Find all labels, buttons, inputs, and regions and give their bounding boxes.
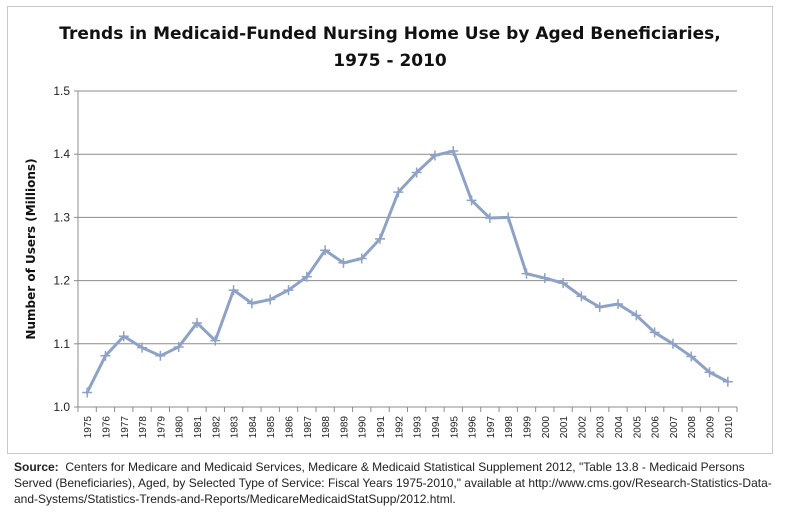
chart-frame — [7, 6, 773, 454]
x-tick-label: 2007 — [669, 416, 680, 439]
data-point-marker — [448, 146, 459, 157]
y-tick-label: 1.2 — [53, 274, 70, 288]
x-tick-label: 1994 — [431, 416, 442, 439]
source-text: Centers for Medicare and Medicaid Servic… — [14, 460, 772, 506]
data-point-marker — [466, 195, 477, 206]
data-point-marker — [429, 150, 440, 161]
data-point-marker — [191, 317, 202, 328]
data-point-marker — [210, 335, 221, 346]
data-markers — [82, 146, 733, 398]
x-tick-labels: 1975 1976 1977 1978 1979 1980 1981 1982 1983 1984… — [83, 416, 735, 439]
chart-title-line2: 1975 - 2010 — [333, 51, 447, 71]
x-tick-label: 2004 — [614, 416, 625, 439]
x-tick-label: 1990 — [358, 416, 369, 439]
data-point-marker — [338, 257, 349, 268]
x-tick-label: 2003 — [596, 416, 607, 439]
x-tick-label: 1993 — [413, 416, 424, 439]
chart-title-line1: Trends in Medicaid-Funded Nursing Home U… — [59, 24, 721, 44]
x-tick-label: 1981 — [193, 416, 204, 439]
x-tick-label: 1980 — [175, 416, 186, 439]
axes — [74, 90, 738, 412]
y-tick-label: 1.5 — [53, 84, 70, 98]
data-point-marker — [521, 268, 532, 279]
x-tick-label: 2000 — [541, 416, 552, 439]
data-point-marker — [118, 331, 129, 342]
data-point-marker — [320, 245, 331, 256]
data-point-marker — [173, 341, 184, 352]
x-tick-label: 2001 — [559, 416, 570, 439]
x-tick-label: 2002 — [577, 416, 588, 439]
source-label: Source: — [14, 460, 59, 474]
data-point-marker — [704, 367, 715, 378]
data-point-marker — [393, 187, 404, 198]
data-point-marker — [649, 327, 660, 338]
x-tick-label: 2010 — [724, 416, 735, 439]
x-tick-label: 2006 — [651, 416, 662, 439]
y-tick-label: 1.3 — [53, 210, 70, 224]
data-point-marker — [246, 298, 257, 309]
x-tick-label: 1998 — [504, 416, 515, 439]
y-tick-labels: 1.0 1.1 1.2 1.3 1.4 1.5 — [53, 84, 70, 414]
data-point-marker — [722, 376, 733, 387]
data-point-marker — [82, 387, 93, 398]
data-point-marker — [539, 273, 550, 284]
x-tick-label: 1985 — [266, 416, 277, 439]
x-tick-label: 1991 — [376, 416, 387, 439]
x-tick-label: 1992 — [394, 416, 405, 439]
x-tick-label: 1987 — [303, 416, 314, 439]
data-point-marker — [503, 212, 514, 223]
data-point-marker — [484, 213, 495, 224]
data-point-marker — [375, 233, 386, 244]
x-tick-label: 1975 — [83, 416, 94, 439]
series-aged-beneficiaries — [85, 149, 730, 394]
x-tick-label: 1988 — [321, 416, 332, 439]
x-tick-label: 1999 — [522, 416, 533, 439]
data-point-marker — [356, 253, 367, 264]
x-tick-label: 1984 — [248, 416, 259, 439]
gridlines — [78, 90, 737, 345]
data-point-marker — [576, 291, 587, 302]
data-point-marker — [558, 278, 569, 289]
data-point-marker — [283, 285, 294, 296]
data-point-marker — [594, 302, 605, 313]
data-point-marker — [265, 294, 276, 305]
data-point-marker — [686, 351, 697, 362]
y-axis-label: Number of Users (Millions) — [24, 158, 38, 339]
x-tick-label: 2009 — [706, 416, 717, 439]
x-tick-label: 1996 — [468, 416, 479, 439]
data-point-marker — [613, 298, 624, 309]
x-tick-label: 1976 — [101, 416, 112, 439]
data-point-marker — [137, 342, 148, 353]
x-tick-label: 1979 — [156, 416, 167, 439]
x-tick-label: 1995 — [449, 416, 460, 439]
x-tick-label: 1986 — [285, 416, 296, 439]
data-point-marker — [301, 271, 312, 282]
x-tick-label: 1977 — [120, 416, 131, 439]
y-tick-label: 1.1 — [53, 337, 70, 351]
x-tick-label: 1989 — [339, 416, 350, 439]
data-point-marker — [631, 310, 642, 321]
x-tick-label: 2005 — [632, 416, 643, 439]
data-point-marker — [228, 285, 239, 296]
data-point-marker — [100, 350, 111, 361]
x-tick-label: 1983 — [230, 416, 241, 439]
series-line — [85, 149, 730, 394]
source-note: Source: Centers for Medicare and Medicai… — [14, 459, 784, 507]
x-tick-label: 1978 — [138, 416, 149, 439]
data-point-marker — [411, 167, 422, 178]
y-tick-label: 1.4 — [53, 147, 70, 161]
x-tick-label: 1982 — [211, 416, 222, 439]
x-tick-label: 1997 — [486, 416, 497, 439]
data-point-marker — [667, 338, 678, 349]
x-tick-label: 2008 — [687, 416, 698, 439]
data-point-marker — [155, 350, 166, 361]
y-tick-label: 1.0 — [53, 400, 70, 414]
